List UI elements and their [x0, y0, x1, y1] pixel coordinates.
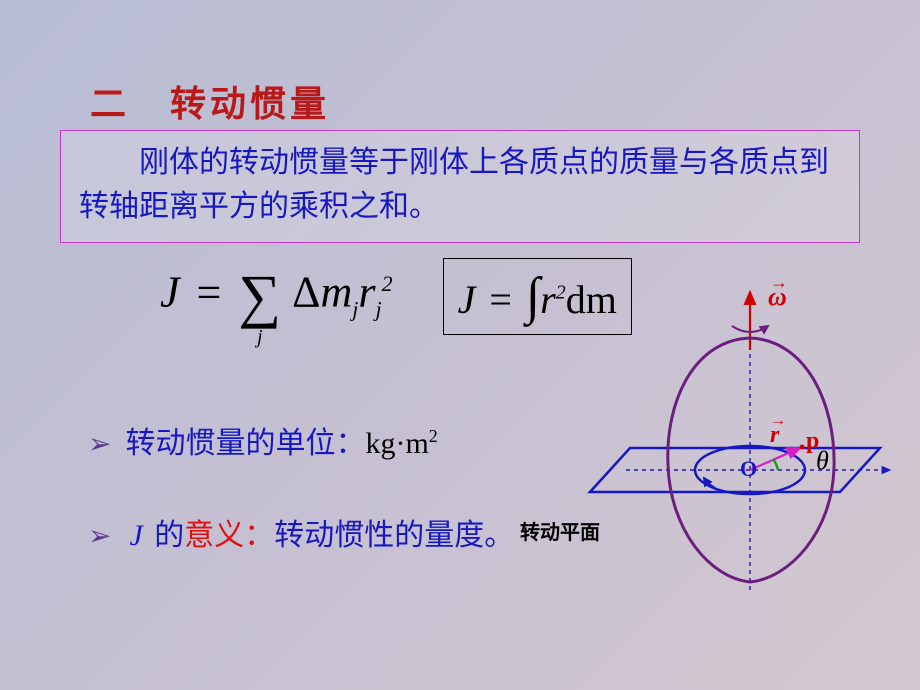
r-label: → r [770, 422, 779, 449]
J-symbol: J [129, 519, 142, 552]
definition-box: 刚体的转动惯量等于刚体上各质点的质量与各质点到转轴距离平方的乘积之和。 [60, 130, 860, 243]
unit-pre: 转动惯量的单位： [125, 427, 365, 460]
theta-arc [773, 459, 778, 470]
dot: 。 [484, 519, 514, 552]
unit-text: kg·m [365, 427, 428, 460]
sigma-sub: j [257, 326, 263, 349]
o-label: O [740, 456, 757, 482]
delta: Δ [292, 268, 320, 317]
r-sub: j [375, 296, 381, 321]
bullet-icon: ➢ [88, 427, 111, 461]
r-sup: 2 [382, 271, 393, 296]
formula-discrete: J = ∑j Δmjrj2 [160, 262, 393, 331]
J2: J [458, 277, 476, 322]
omega-label: → ω [768, 282, 787, 312]
meaning-red: 意义： [184, 519, 274, 552]
bullet-unit: ➢ 转动惯量的单位：kg·m2 [88, 418, 438, 462]
bullet-icon: ➢ [88, 519, 111, 553]
eq: = [191, 268, 228, 317]
meaning-rest: 转动惯性的量度 [274, 519, 484, 552]
diagram-svg [560, 280, 900, 600]
sigma: ∑j [238, 262, 281, 331]
section-title: 二 转动惯量 [90, 75, 330, 127]
eq2: = [485, 277, 516, 322]
r: r [358, 268, 375, 317]
J: J [160, 268, 180, 317]
mid1: 的 [147, 519, 185, 552]
m: m [320, 268, 352, 317]
r2: r [540, 277, 556, 322]
unit-sup: 2 [429, 426, 438, 446]
rotation-diagram: → ω p → r O θ [560, 280, 900, 600]
r-vector [750, 448, 800, 470]
theta-label: θ [816, 446, 829, 476]
integral-sign: ∫ [526, 268, 540, 325]
point-p [800, 445, 805, 450]
bullet-meaning: ➢ J 的意义：转动惯性的量度。 [88, 510, 514, 554]
